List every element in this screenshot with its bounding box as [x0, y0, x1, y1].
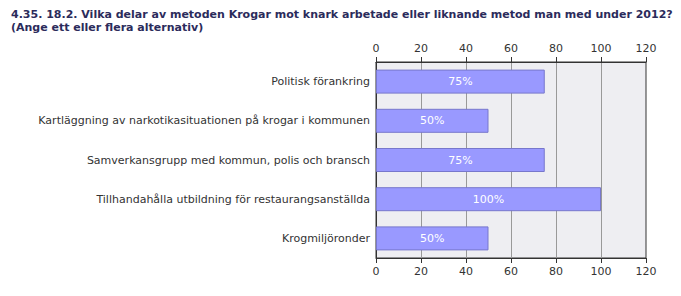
svg-text:75%: 75%	[448, 75, 472, 88]
svg-text:80: 80	[549, 265, 563, 278]
svg-text:50%: 50%	[420, 114, 444, 127]
svg-text:100: 100	[591, 265, 612, 278]
svg-text:60: 60	[504, 265, 518, 278]
svg-text:0: 0	[373, 42, 380, 55]
svg-text:120: 120	[636, 42, 657, 55]
svg-text:Samverkansgrupp med kommun, po: Samverkansgrupp med kommun, polis och br…	[87, 154, 370, 167]
svg-text:Krogmiljöronder: Krogmiljöronder	[282, 232, 371, 245]
svg-text:100: 100	[591, 42, 612, 55]
svg-text:40: 40	[459, 42, 473, 55]
svg-text:60: 60	[504, 42, 518, 55]
svg-text:Kartläggning av narkotikasitua: Kartläggning av narkotikasituationen på …	[38, 114, 370, 127]
svg-text:4.35. 18.2. Vilka delar av met: 4.35. 18.2. Vilka delar av metoden Kroga…	[11, 8, 673, 21]
svg-text:80: 80	[549, 42, 563, 55]
svg-text:Tillhandahålla utbildning för: Tillhandahålla utbildning för restaurang…	[95, 193, 370, 206]
svg-text:0: 0	[373, 265, 380, 278]
svg-text:75%: 75%	[448, 154, 472, 167]
svg-text:100%: 100%	[473, 193, 504, 206]
svg-text:20: 20	[414, 42, 428, 55]
svg-text:20: 20	[414, 265, 428, 278]
svg-text:40: 40	[459, 265, 473, 278]
svg-text:50%: 50%	[420, 232, 444, 245]
svg-text:Politisk förankring: Politisk förankring	[271, 75, 370, 88]
svg-text:(Ange ett eller flera alternat: (Ange ett eller flera alternativ)	[11, 21, 203, 34]
svg-text:120: 120	[636, 265, 657, 278]
